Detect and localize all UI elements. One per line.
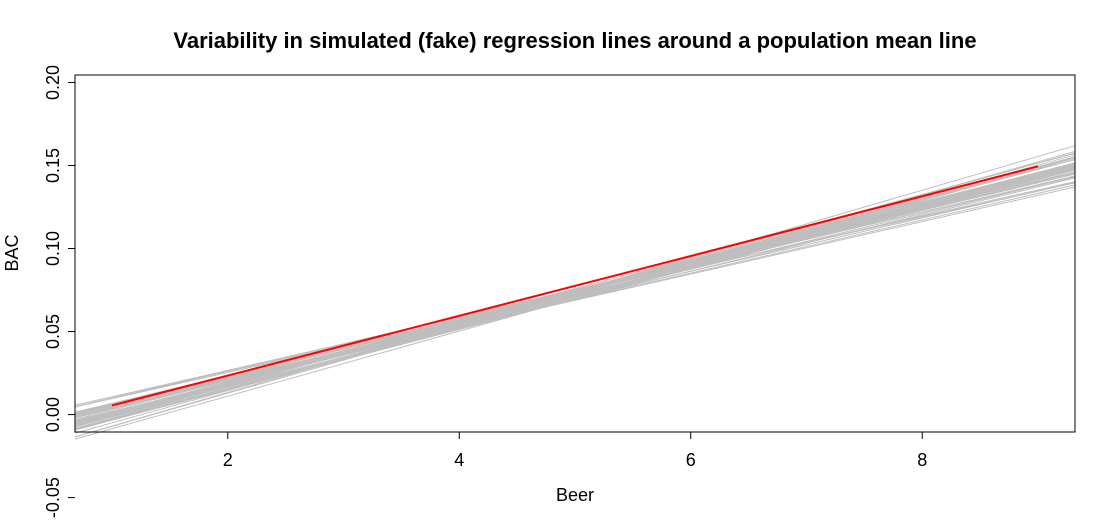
simulated-line — [74, 152, 1076, 425]
y-tick-label: 0.10 — [43, 231, 63, 266]
y-tick-label: 0.20 — [43, 65, 63, 100]
simulated-line — [74, 169, 1076, 416]
simulated-lines — [74, 145, 1076, 440]
simulated-line — [74, 186, 1076, 415]
y-axis: -0.05 0.00 0.05 0.10 0.15 0.20 — [43, 65, 75, 518]
y-axis-label: BAC — [2, 234, 22, 271]
y-tick-label: 0.05 — [43, 314, 63, 349]
x-tick-label: 6 — [686, 450, 696, 470]
population-line — [111, 165, 1039, 407]
x-tick-label: 4 — [454, 450, 464, 470]
y-tick-label: 0.00 — [43, 397, 63, 432]
population-line-group — [111, 165, 1039, 407]
simulated-line — [74, 168, 1076, 427]
x-axis: 2 4 6 8 — [223, 432, 927, 470]
simulated-line — [74, 168, 1076, 424]
simulated-line — [74, 159, 1076, 423]
x-tick-label: 8 — [917, 450, 927, 470]
x-axis-label: Beer — [556, 485, 594, 505]
chart-title: Variability in simulated (fake) regressi… — [173, 28, 976, 53]
plot-frame — [74, 74, 1076, 433]
y-tick-label: 0.15 — [43, 148, 63, 183]
simulated-line — [74, 175, 1076, 414]
x-tick-label: 2 — [223, 450, 233, 470]
y-tick-label: -0.05 — [43, 477, 63, 518]
